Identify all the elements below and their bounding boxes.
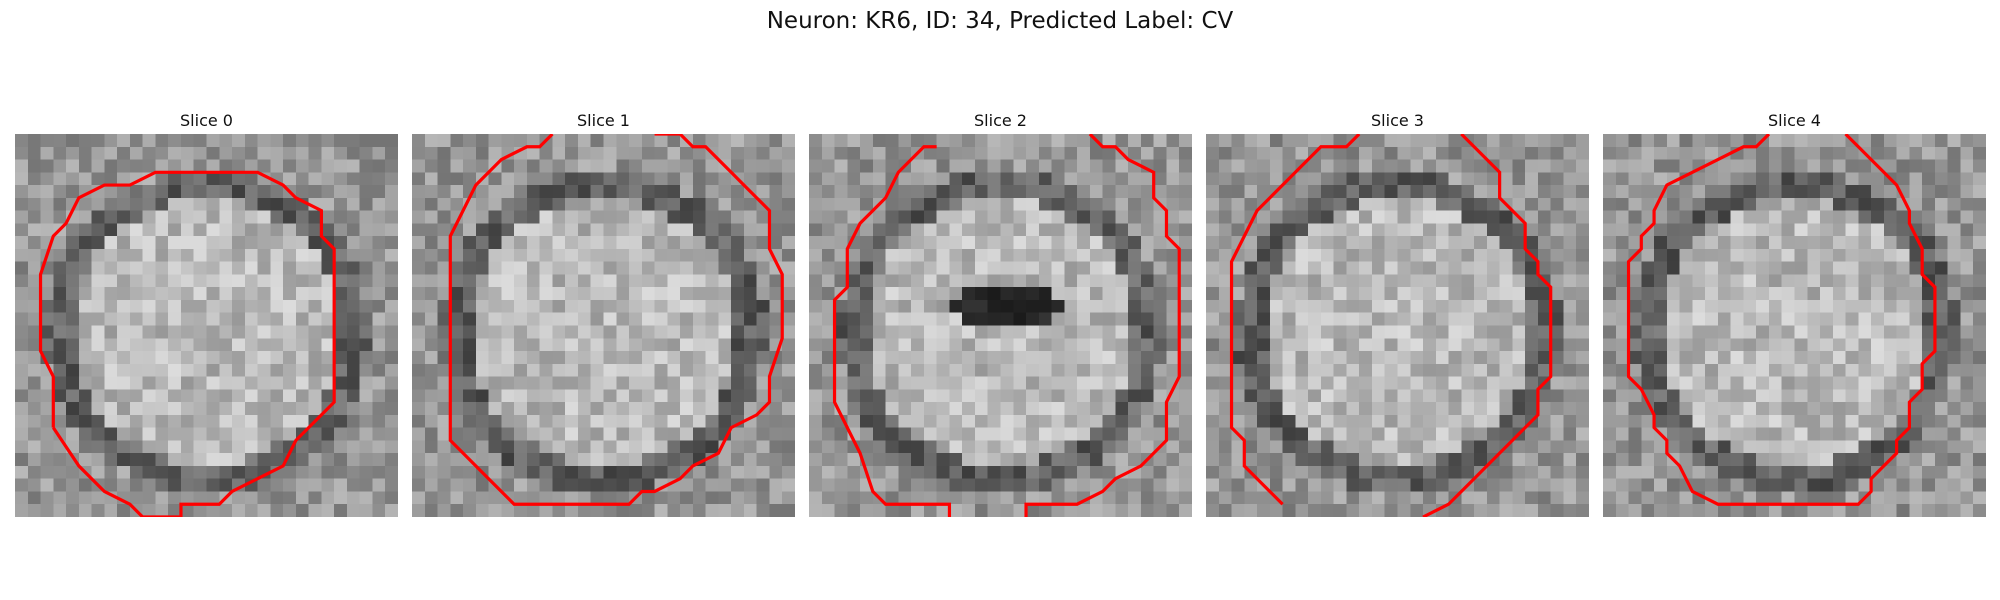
slice-title-3: Slice 3 [1371,111,1424,130]
slice-image-4 [1603,134,1986,517]
contour-outline-2 [832,145,952,517]
slice-image-1 [412,134,795,517]
slice-title-2: Slice 2 [974,111,1027,130]
figure-title: Neuron: KR6, ID: 34, Predicted Label: CV [766,8,1234,34]
slice-image-3 [1206,134,1589,517]
slice-panel-0: Slice 0 [15,108,398,517]
slice-panel-2: Slice 2 [809,108,1192,517]
contour-outline-0 [38,170,336,517]
slice-panel-4: Slice 4 [1603,108,1986,517]
slice-panel-3: Slice 3 [1206,108,1589,517]
contour-outline-3b [1422,134,1553,517]
contour-outline-2b [1024,134,1181,517]
slice-panel-1: Slice 1 [412,108,795,517]
slice-image-0 [15,134,398,517]
contour-outline-3 [1229,134,1361,506]
slice-title-4: Slice 4 [1768,111,1821,130]
contour-outline-1 [448,134,784,506]
slice-title-1: Slice 1 [577,111,630,130]
slice-title-0: Slice 0 [180,111,233,130]
slice-image-2 [809,134,1192,517]
contour-outline-4 [1626,134,1937,506]
